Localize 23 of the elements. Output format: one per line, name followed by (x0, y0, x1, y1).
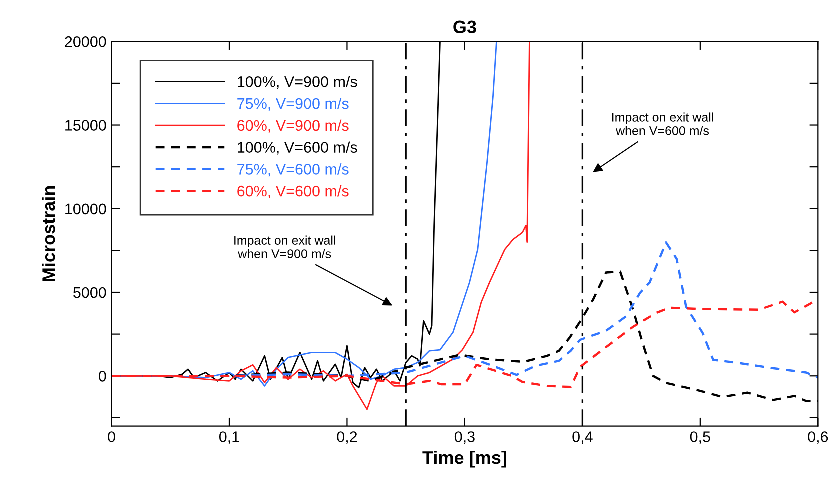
legend-label: 100%, V=900 m/s (238, 76, 358, 90)
y-tick-label: 10000 (66, 204, 106, 215)
y-tick-label: 20000 (65, 36, 106, 48)
legend-label: 60%, V=900 m/s (238, 120, 349, 133)
x-axis-title: Time [ms] (422, 450, 506, 468)
x-tick-label: 0,6 (808, 432, 828, 444)
x-tick-label: 0 (108, 432, 116, 442)
legend-label: 75%, V=600 m/s (238, 164, 349, 177)
chart-title: G3 (454, 20, 476, 34)
x-tick-label: 0,1 (219, 432, 240, 444)
y-axis-title: Microstrain (42, 186, 56, 282)
legend-label: 100%, V=600 m/s (238, 142, 358, 155)
legend-label: 60%, V=600 m/s (238, 186, 349, 199)
y-tick-label: 5000 (74, 287, 106, 298)
annotation: Impact on exit wall when V=600 m/s (612, 112, 714, 136)
annotation: Impact on exit wall when V=900 m/s (234, 236, 336, 258)
x-tick-label: 0,3 (454, 432, 475, 444)
x-tick-label: 0,4 (572, 432, 593, 444)
y-tick-label: 15000 (66, 120, 106, 131)
y-tick-label: 0 (98, 370, 106, 382)
legend-label: 75%, V=900 m/s (238, 98, 349, 112)
x-tick-label: 0,5 (690, 432, 710, 444)
x-tick-label: 0,2 (337, 432, 358, 444)
